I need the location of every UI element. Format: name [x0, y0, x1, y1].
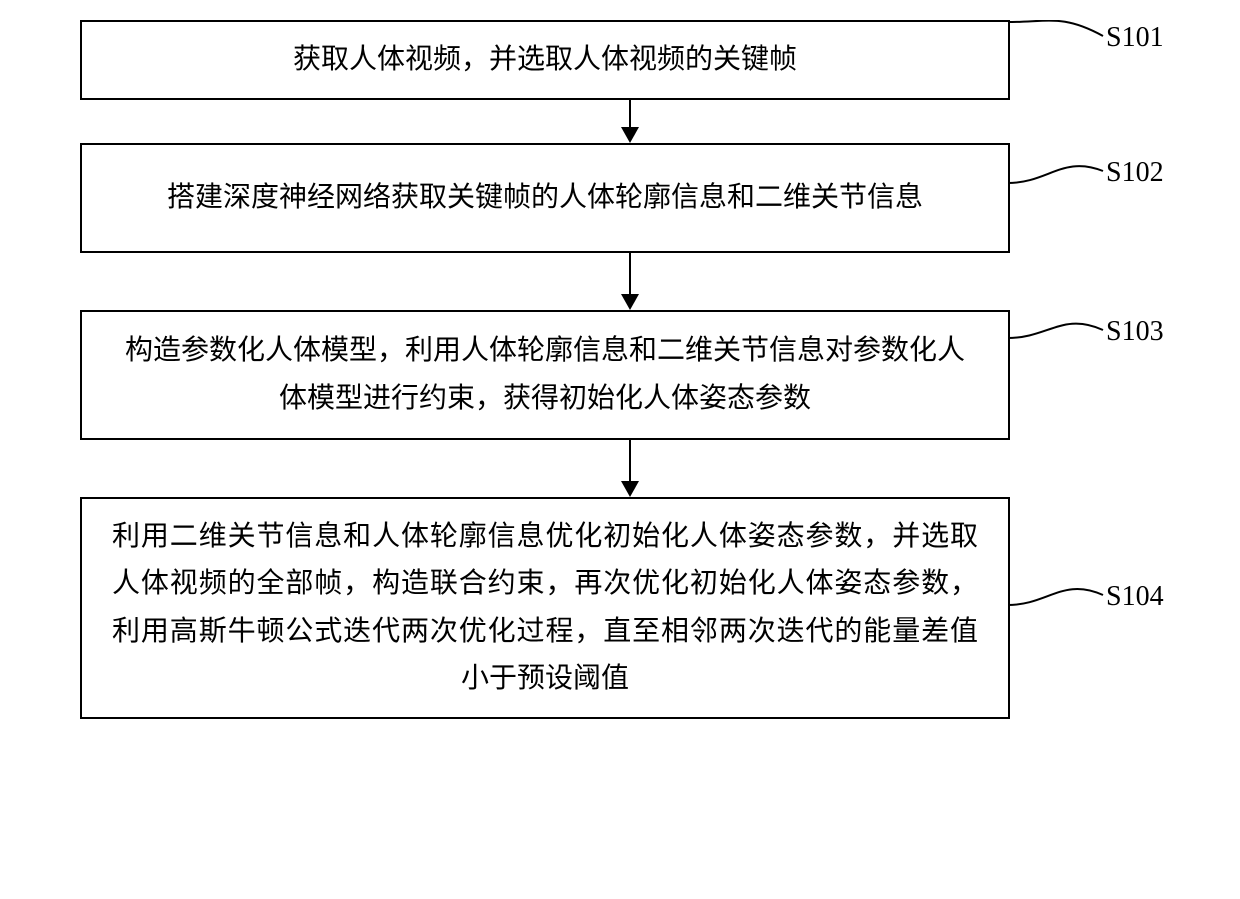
flow-node-s102: 搭建深度神经网络获取关键帧的人体轮廓信息和二维关节信息 — [80, 143, 1010, 253]
flow-node-text: 获取人体视频，并选取人体视频的关键帧 — [293, 36, 797, 84]
flowchart-container: 获取人体视频，并选取人体视频的关键帧 S101 搭建深度神经网络获取关键帧的人体… — [80, 20, 1180, 719]
connector-curve-icon — [1008, 575, 1108, 635]
flow-node-wrap: 利用二维关节信息和人体轮廓信息优化初始化人体姿态参数，并选取人体视频的全部帧，构… — [80, 497, 1180, 719]
arrow-stem — [629, 253, 631, 295]
arrow-head-icon — [621, 127, 639, 143]
step-label-s101: S101 — [1106, 22, 1164, 54]
flow-node-s101: 获取人体视频，并选取人体视频的关键帧 — [80, 20, 1010, 100]
arrow-head-icon — [621, 481, 639, 497]
flow-node-text: 搭建深度神经网络获取关键帧的人体轮廓信息和二维关节信息 — [167, 174, 923, 222]
connector-curve-icon — [1008, 316, 1108, 366]
flow-node-text: 利用二维关节信息和人体轮廓信息优化初始化人体姿态参数，并选取人体视频的全部帧，构… — [112, 513, 978, 703]
arrow-head-icon — [621, 294, 639, 310]
connector-curve-icon — [1008, 155, 1108, 205]
flow-node-wrap: 构造参数化人体模型，利用人体轮廓信息和二维关节信息对参数化人体模型进行约束，获得… — [80, 310, 1180, 440]
flow-arrow-icon — [621, 100, 639, 143]
step-label-s104: S104 — [1106, 581, 1164, 613]
arrow-stem — [629, 440, 631, 482]
step-label-s102: S102 — [1106, 157, 1164, 189]
step-label-s103: S103 — [1106, 316, 1164, 348]
flow-node-wrap: 获取人体视频，并选取人体视频的关键帧 S101 — [80, 20, 1180, 100]
flow-node-s104: 利用二维关节信息和人体轮廓信息优化初始化人体姿态参数，并选取人体视频的全部帧，构… — [80, 497, 1010, 719]
connector-curve-icon — [1008, 20, 1108, 60]
arrow-stem — [629, 100, 631, 128]
flow-node-s103: 构造参数化人体模型，利用人体轮廓信息和二维关节信息对参数化人体模型进行约束，获得… — [80, 310, 1010, 440]
flow-node-text: 构造参数化人体模型，利用人体轮廓信息和二维关节信息对参数化人体模型进行约束，获得… — [112, 327, 978, 422]
flow-arrow-icon — [621, 440, 639, 497]
flow-arrow-icon — [621, 253, 639, 310]
flow-node-wrap: 搭建深度神经网络获取关键帧的人体轮廓信息和二维关节信息 S102 — [80, 143, 1180, 253]
